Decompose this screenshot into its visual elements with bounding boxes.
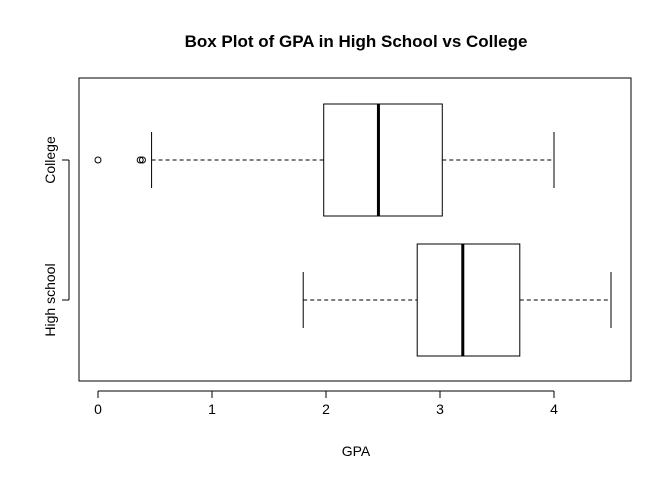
x-axis-label: GPA bbox=[342, 443, 371, 459]
plot-frame bbox=[78, 77, 632, 382]
iqr-box bbox=[416, 243, 521, 357]
x-axis: 0 1 2 3 4 bbox=[94, 390, 558, 417]
y-axis: High school College bbox=[42, 136, 70, 337]
y-category-label: High school bbox=[42, 263, 58, 336]
x-tick-label: 0 bbox=[94, 401, 102, 417]
box-college bbox=[94, 103, 555, 217]
x-tick-label: 4 bbox=[550, 401, 558, 417]
box-high-school bbox=[302, 243, 612, 357]
x-tick-label: 1 bbox=[208, 401, 216, 417]
iqr-box bbox=[323, 103, 443, 217]
chart-title: Box Plot of GPA in High School vs Colleg… bbox=[185, 32, 528, 51]
x-tick-label: 2 bbox=[322, 401, 330, 417]
outlier-point bbox=[136, 156, 144, 164]
x-tick-label: 3 bbox=[436, 401, 444, 417]
outlier-point bbox=[138, 156, 146, 164]
y-category-label: College bbox=[42, 136, 58, 184]
boxes-group bbox=[94, 103, 612, 357]
outlier-point bbox=[94, 156, 102, 164]
